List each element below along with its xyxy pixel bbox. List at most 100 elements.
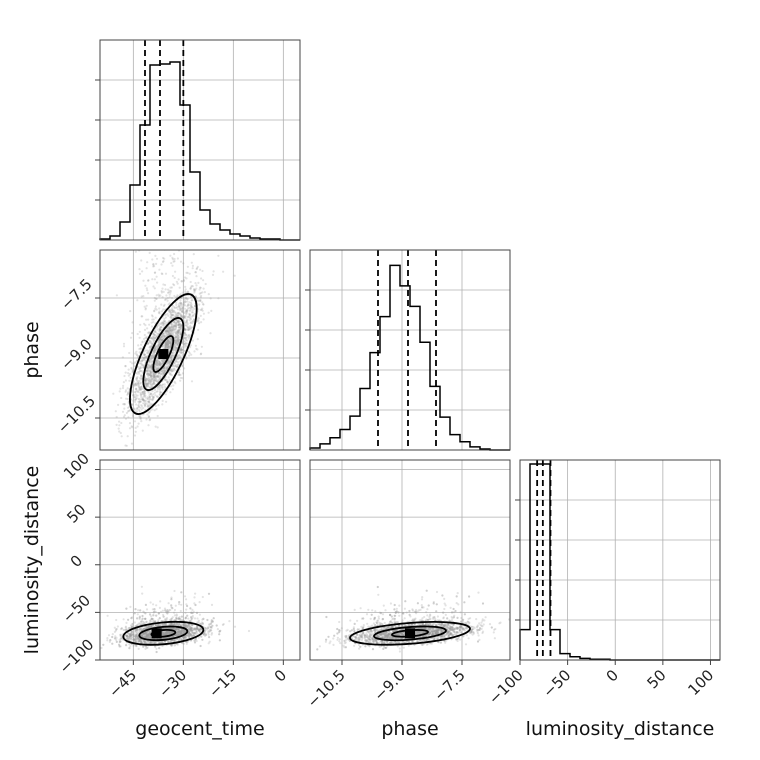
scatter-point [164, 632, 167, 635]
scatter-point [140, 634, 144, 637]
scatter-point [143, 641, 146, 644]
scatter-point [153, 620, 156, 623]
scatter-point [153, 265, 156, 268]
scatter-point [164, 346, 167, 349]
scatter-point [168, 362, 171, 365]
scatter-point [142, 632, 145, 636]
scatter-point [148, 396, 151, 399]
scatter-point [182, 279, 186, 282]
scatter-point [146, 342, 150, 345]
scatter-point [146, 634, 149, 637]
scatter-point [178, 323, 181, 326]
scatter-point [147, 633, 150, 636]
scatter-point [187, 632, 190, 635]
scatter-point [135, 632, 138, 635]
scatter-point [185, 328, 188, 331]
scatter-point [146, 369, 149, 372]
scatter-point [174, 341, 177, 344]
scatter-point [188, 309, 191, 312]
scatter-point [174, 382, 177, 385]
scatter-point [172, 328, 175, 331]
scatter-point [164, 636, 167, 640]
scatter-point [127, 638, 130, 641]
scatter-point [159, 377, 162, 381]
scatter-point [150, 367, 153, 370]
scatter-point [158, 338, 161, 341]
scatter-point [136, 332, 139, 336]
scatter-point [138, 640, 141, 643]
scatter-point [210, 633, 213, 636]
scatter-point [134, 629, 137, 633]
scatter-point [158, 387, 161, 390]
histogram-step [99, 61, 300, 241]
scatter-point [189, 309, 192, 312]
scatter-point [185, 338, 188, 341]
scatter-point [167, 341, 170, 344]
scatter-point [129, 634, 132, 637]
scatter-point [172, 328, 175, 331]
scatter-point [137, 391, 140, 394]
scatter-point [160, 641, 163, 644]
scatter-point [196, 348, 199, 351]
scatter-point [132, 634, 135, 637]
scatter-point [148, 378, 151, 381]
scatter-point [183, 635, 186, 638]
scatter-point [127, 618, 130, 621]
scatter-point [119, 645, 122, 648]
scatter-point [172, 283, 175, 286]
scatter-point [199, 644, 202, 648]
scatter-panel-geocent_time-vs-phase [99, 249, 301, 451]
scatter-point [193, 305, 197, 308]
scatter-point [140, 585, 143, 588]
scatter-point [176, 336, 179, 339]
scatter-point [165, 630, 168, 633]
scatter-point [141, 356, 144, 359]
scatter-point [124, 365, 127, 368]
scatter-point [184, 624, 188, 627]
scatter-point [171, 308, 174, 312]
scatter-point [131, 625, 134, 628]
scatter-point [177, 330, 180, 334]
scatter-point [188, 619, 191, 622]
scatter-point [193, 617, 197, 620]
scatter-point [170, 339, 173, 342]
scatter-point [145, 384, 148, 387]
scatter-point [132, 644, 135, 647]
scatter-point [181, 628, 184, 631]
scatter-point [166, 346, 169, 349]
scatter-point [191, 624, 194, 627]
scatter-point [175, 630, 179, 634]
scatter-point [169, 356, 173, 359]
scatter-point [148, 365, 151, 368]
scatter-point [138, 379, 141, 382]
scatter-point [132, 633, 135, 636]
scatter-point [180, 632, 183, 635]
scatter-point [184, 611, 187, 615]
scatter-point [160, 360, 164, 363]
scatter-point [152, 380, 155, 383]
scatter-point [210, 620, 213, 624]
scatter-point [179, 373, 182, 376]
scatter-point [146, 368, 150, 371]
scatter-point [183, 315, 186, 318]
scatter-point [154, 376, 157, 379]
scatter-point [178, 311, 181, 314]
scatter-point [153, 351, 156, 354]
scatter-point [138, 388, 141, 391]
scatter-point [161, 371, 164, 374]
scatter-point [177, 630, 180, 634]
scatter-point [166, 329, 169, 332]
scatter-point [176, 340, 179, 343]
scatter-point [149, 382, 152, 385]
scatter-point [118, 390, 121, 393]
scatter-point [176, 257, 179, 260]
scatter-point [174, 327, 178, 330]
scatter-point [177, 632, 180, 635]
scatter-point [149, 619, 152, 623]
scatter-point [167, 342, 170, 345]
scatter-point [136, 299, 139, 302]
scatter-point [174, 623, 177, 626]
scatter-point [178, 306, 181, 309]
scatter-point [138, 637, 141, 641]
scatter-point [145, 357, 148, 360]
